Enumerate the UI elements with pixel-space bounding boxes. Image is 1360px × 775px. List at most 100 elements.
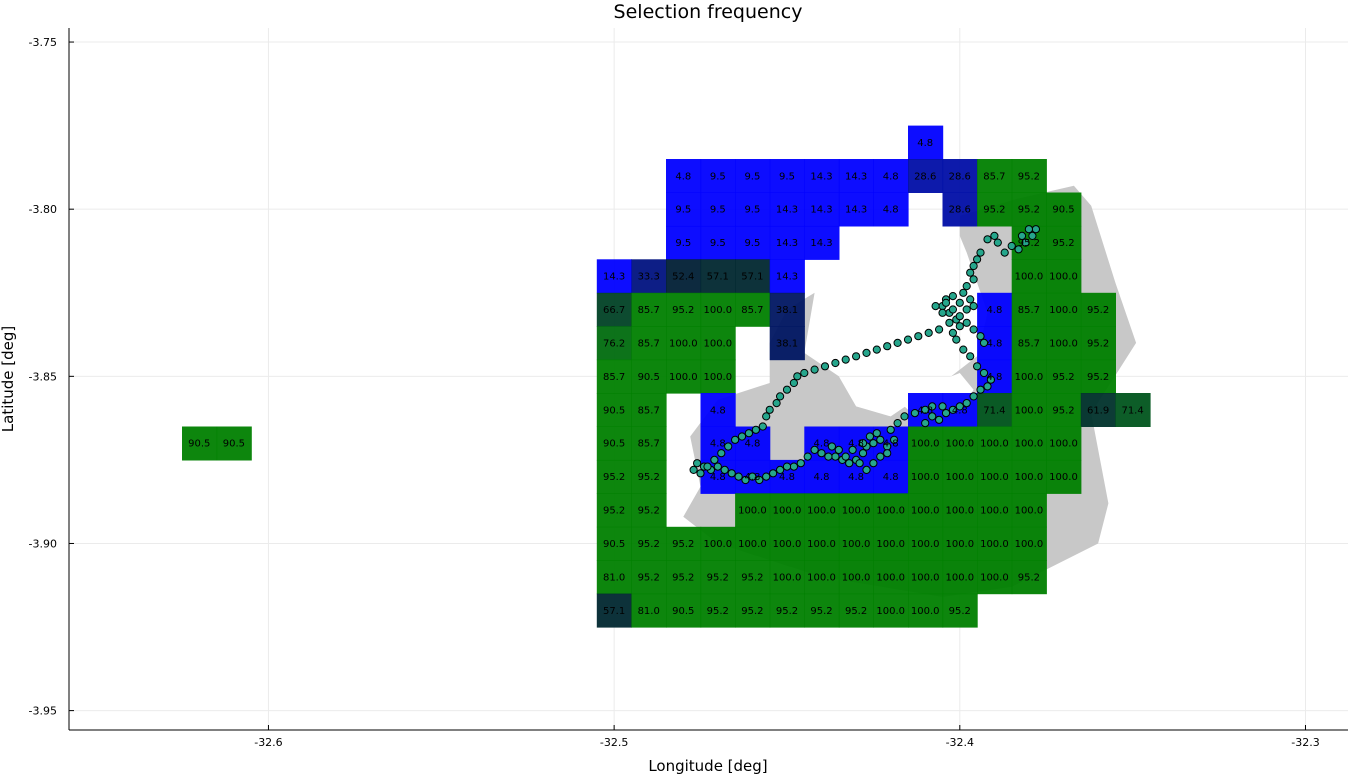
heatmap-cell [700, 225, 736, 260]
heatmap-cell [735, 493, 771, 528]
heatmap-cell-label: 100.0 [773, 539, 802, 550]
track-point [976, 332, 985, 341]
heatmap-cell [873, 493, 909, 528]
heatmap-cell [596, 326, 632, 361]
track-point [827, 442, 837, 451]
heatmap-cell [804, 225, 840, 260]
heatmap-cell-label: 90.5 [638, 372, 660, 383]
heatmap-cell [977, 159, 1013, 193]
chart-title: Selection frequency [614, 1, 803, 23]
heatmap-cell-label: 100.0 [703, 539, 732, 550]
heatmap-cell [873, 192, 909, 227]
heatmap-cell [908, 159, 944, 193]
heatmap-cell [596, 359, 632, 394]
heatmap-cell [631, 426, 667, 461]
heatmap-cell [700, 259, 736, 294]
track-point [855, 459, 864, 468]
heatmap-cell [804, 593, 840, 628]
heatmap-cell [908, 459, 944, 494]
track-point [886, 425, 895, 434]
heatmap-cell-label: 100.0 [945, 439, 974, 450]
heatmap-cell [1011, 259, 1047, 294]
heatmap-cell [631, 459, 667, 494]
y-tick-label: -3.80 [29, 203, 57, 216]
heatmap-cell [1011, 493, 1047, 528]
y-tick-label: -3.75 [29, 36, 57, 49]
heatmap-cell-label: 95.2 [1018, 205, 1040, 216]
track-point [841, 452, 850, 461]
track-point [852, 352, 861, 361]
track-point [948, 305, 958, 314]
track-point [758, 422, 767, 431]
heatmap-cell [631, 359, 667, 394]
track-point [969, 261, 978, 271]
track-point [703, 462, 712, 471]
heatmap-cell-label: 4.8 [814, 472, 830, 483]
track-point [883, 449, 892, 458]
track-point [731, 435, 740, 444]
track-point [890, 435, 899, 444]
heatmap-cell-label: 100.0 [1015, 405, 1044, 416]
heatmap-cell [977, 459, 1013, 494]
heatmap-cell [735, 560, 771, 595]
heatmap-cell [873, 159, 909, 193]
heatmap-cell-label: 81.0 [603, 572, 625, 583]
y-tick-label: -3.85 [29, 370, 57, 383]
heatmap-cell-label: 9.5 [710, 205, 726, 216]
heatmap-cell-label: 95.2 [1052, 405, 1074, 416]
track-point [941, 298, 951, 307]
track-point [938, 402, 947, 411]
heatmap-cell-label: 95.2 [672, 539, 694, 550]
heatmap-cell-label: 100.0 [1015, 372, 1044, 383]
heatmap-cell-label: 100.0 [911, 606, 940, 617]
heatmap-cell-label: 85.7 [1018, 338, 1040, 349]
heatmap-cell-label: 95.2 [672, 572, 694, 583]
track-point [834, 445, 843, 454]
heatmap-cell [769, 493, 805, 528]
heatmap-cell [700, 593, 736, 628]
heatmap-cell [1011, 192, 1047, 227]
heatmap-cell-label: 85.7 [638, 439, 660, 450]
heatmap-cell-label: 38.1 [776, 305, 798, 316]
track-point [872, 345, 881, 354]
heatmap-cell [1011, 426, 1047, 461]
heatmap-cell-label: 90.5 [603, 439, 625, 450]
heatmap-cell [769, 225, 805, 260]
heatmap-cell-label: 100.0 [1015, 506, 1044, 517]
heatmap-cell [596, 459, 632, 494]
heatmap-cell-label: 90.5 [603, 405, 625, 416]
heatmap-cell [804, 159, 840, 193]
heatmap-cell [700, 560, 736, 595]
track-point [1007, 241, 1016, 251]
heatmap-cell-label: 95.2 [672, 305, 694, 316]
track-point [789, 462, 799, 471]
heatmap-cell-label: 95.2 [707, 572, 729, 583]
heatmap-cell [769, 326, 805, 361]
track-point [969, 275, 978, 284]
track-point [762, 472, 771, 481]
heatmap-cell-label: 9.5 [779, 171, 795, 182]
heatmap-cell [1011, 459, 1047, 494]
heatmap-cell-label: 28.6 [949, 205, 971, 216]
heatmap-cell-label: 95.2 [776, 606, 798, 617]
heatmap-cell [1046, 259, 1082, 294]
track-point [959, 288, 968, 297]
track-point [966, 352, 975, 361]
heatmap-cell-label: 100.0 [807, 506, 836, 517]
heatmap-cell [908, 125, 944, 160]
heatmap-cell [977, 393, 1013, 427]
heatmap-cell-label: 14.3 [776, 205, 798, 216]
track-point [796, 459, 805, 468]
track-point [810, 365, 819, 374]
track-point [869, 439, 878, 448]
heatmap-cell [666, 359, 702, 394]
heatmap-cell [596, 526, 632, 561]
heatmap-cell [666, 560, 702, 595]
track-point [1017, 231, 1027, 240]
heatmap-cell [908, 526, 944, 561]
heatmap-cell [769, 192, 805, 227]
heatmap-cell [631, 593, 667, 628]
heatmap-cell [769, 292, 805, 327]
heatmap-cell-label: 95.2 [638, 472, 660, 483]
track-points: 90.5 90.5 4.8 4.8 9.5 9.5 9.5 14.3 14.3 4.8 28.6 28… [188, 138, 1144, 617]
